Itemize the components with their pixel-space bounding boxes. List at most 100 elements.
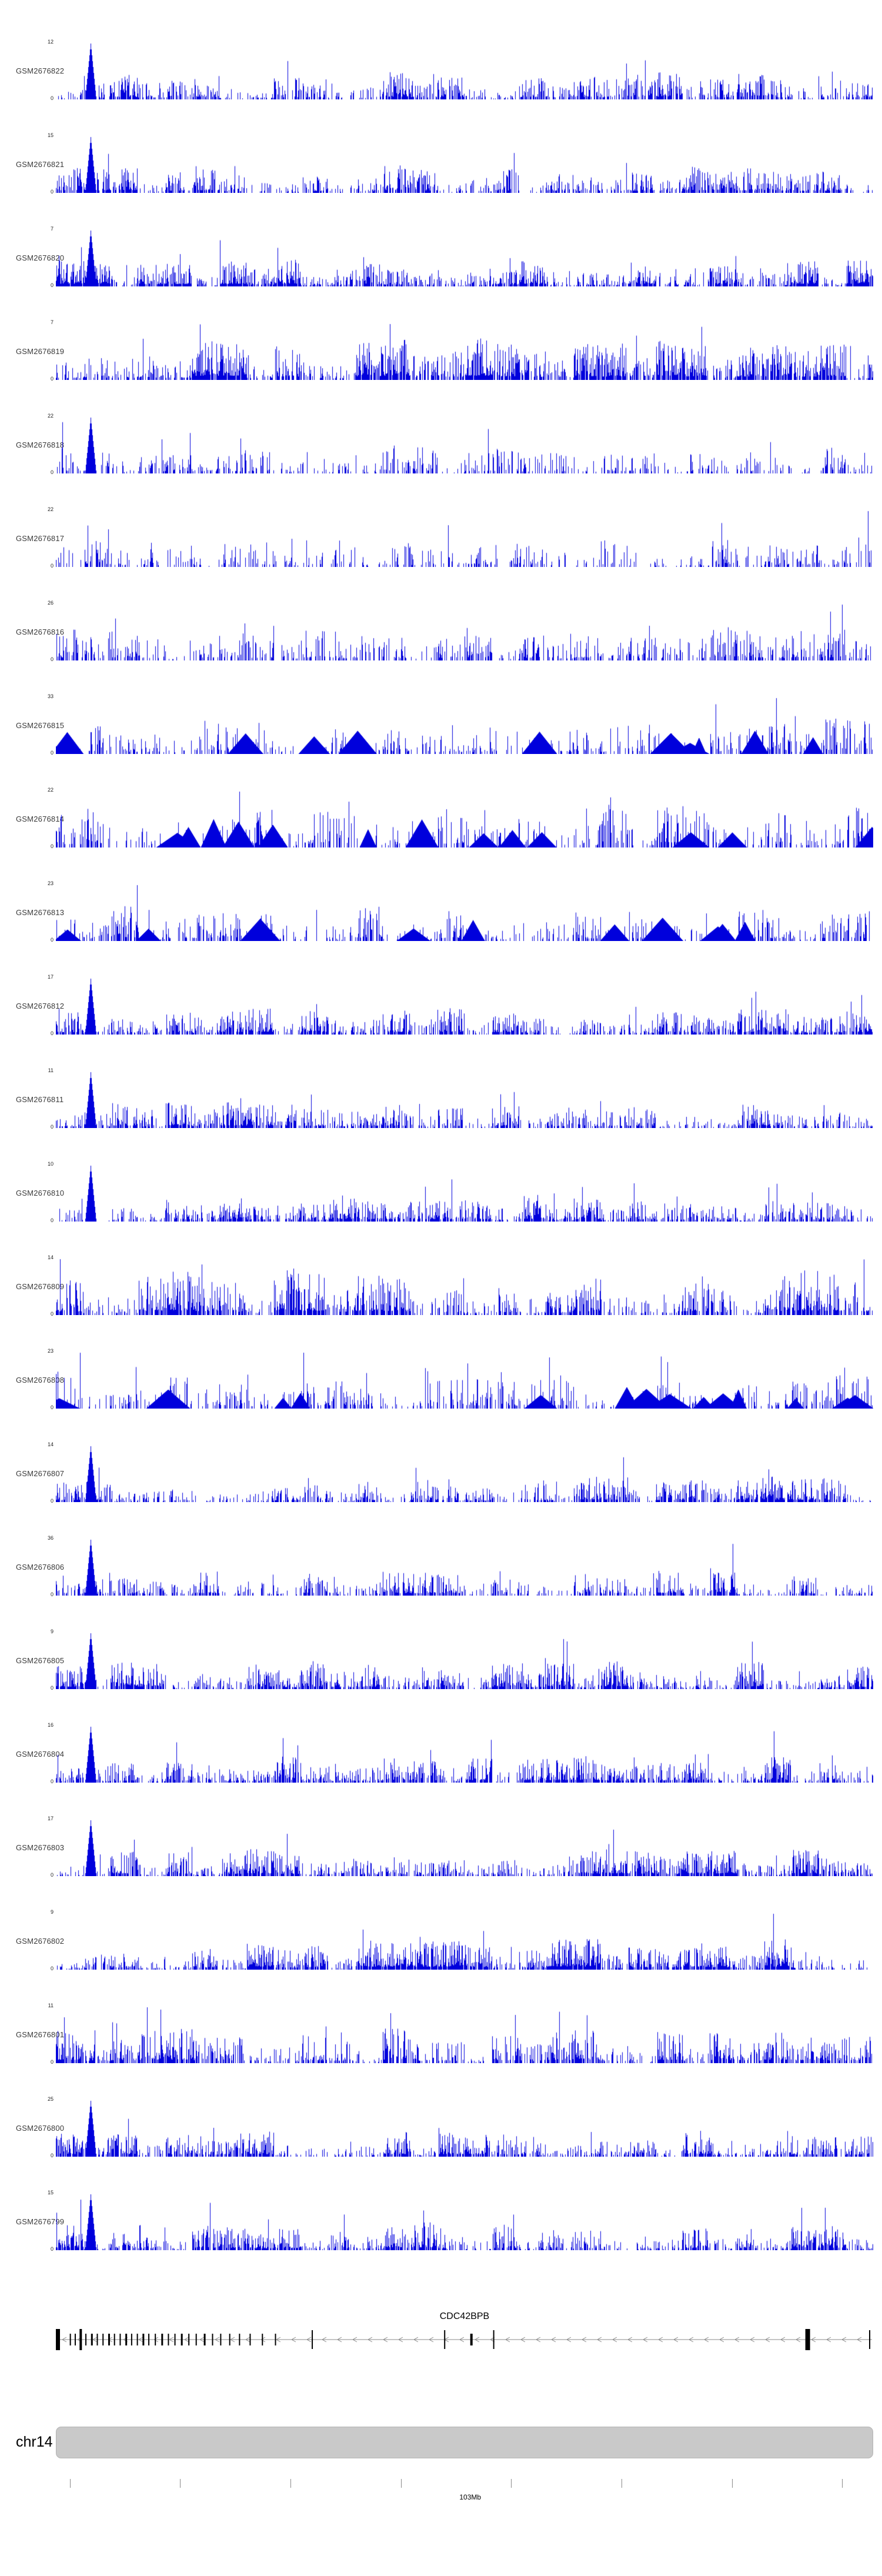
signal-coverage-canvas [56, 1165, 873, 1222]
yaxis-max-label: 15 [47, 132, 54, 138]
axis-tick [400, 2479, 402, 2488]
yaxis-max-label: 22 [47, 506, 54, 512]
yaxis-zero-label: 0 [50, 469, 54, 475]
yaxis-zero-label: 0 [50, 1872, 54, 1878]
track-plot-area: 14 0 [48, 1255, 873, 1317]
signal-coverage-canvas [56, 1913, 873, 1970]
yaxis-max-label: 7 [50, 226, 54, 232]
gene-exon [493, 2330, 495, 2349]
signal-track-row: GSM2676799 15 0 [0, 2164, 882, 2257]
gene-exon [444, 2330, 446, 2349]
track-plot-area: 7 0 [51, 320, 873, 382]
yaxis-max-label: 9 [50, 1629, 54, 1634]
signal-track-row: GSM2676806 36 0 [0, 1509, 882, 1603]
track-plot-area: 15 0 [48, 2190, 873, 2252]
track-sample-label: GSM2676811 [16, 1095, 64, 1104]
yaxis-max-label: 22 [47, 413, 54, 419]
gene-exon [805, 2329, 810, 2350]
signal-track-row: GSM2676810 10 0 [0, 1135, 882, 1229]
track-sample-label: GSM2676803 [16, 1843, 65, 1852]
track-sample-label: GSM2676820 [16, 253, 65, 262]
gene-exon [203, 2334, 206, 2345]
gene-exon [174, 2334, 176, 2345]
track-plot-area: 22 0 [48, 507, 873, 569]
track-sample-label: GSM2676816 [16, 628, 65, 636]
signal-coverage-canvas [56, 978, 873, 1035]
track-sample-label: GSM2676802 [16, 1937, 65, 1946]
signal-coverage-canvas [56, 417, 873, 473]
yaxis-zero-label: 0 [50, 1591, 54, 1597]
yaxis-zero-label: 0 [50, 2059, 54, 2065]
gene-exon [56, 2329, 60, 2350]
signal-coverage-canvas [56, 1539, 873, 1596]
signal-coverage-canvas [56, 2100, 873, 2157]
track-plot-area: 17 0 [48, 975, 873, 1036]
gene-exon [262, 2334, 263, 2345]
yaxis-max-label: 11 [48, 1067, 54, 1073]
yaxis-max-label: 11 [48, 2003, 54, 2008]
signal-coverage-canvas [56, 1072, 873, 1128]
track-plot-area: 11 0 [48, 1068, 873, 1130]
gene-exon [136, 2334, 138, 2345]
yaxis-max-label: 10 [47, 1161, 54, 1167]
signal-track-row: GSM2676813 23 0 [0, 855, 882, 948]
yaxis-zero-label: 0 [50, 1498, 54, 1504]
track-sample-label: GSM2676814 [16, 815, 65, 823]
axis-tick [731, 2479, 733, 2488]
signal-track-row: GSM2676814 22 0 [0, 761, 882, 855]
track-sample-label: GSM2676808 [16, 1376, 65, 1384]
yaxis-zero-label: 0 [50, 1404, 54, 1410]
track-plot-area: 25 0 [48, 2097, 873, 2158]
track-plot-area: 17 0 [48, 1816, 873, 1878]
signal-track-row: GSM2676809 14 0 [0, 1229, 882, 1322]
signal-track-row: GSM2676815 33 0 [0, 668, 882, 761]
signal-track-row: GSM2676816 26 0 [0, 574, 882, 668]
gene-exon [142, 2334, 145, 2345]
gene-exon [108, 2334, 110, 2345]
gene-exon [125, 2334, 128, 2345]
yaxis-zero-label: 0 [50, 376, 54, 382]
signal-track-row: GSM2676803 17 0 [0, 1790, 882, 1883]
gene-exon [119, 2334, 121, 2345]
yaxis-max-label: 17 [47, 974, 54, 980]
gene-exon [85, 2334, 87, 2345]
yaxis-max-label: 12 [47, 39, 54, 45]
gene-exon [195, 2334, 197, 2345]
signal-coverage-canvas [56, 510, 873, 567]
yaxis-zero-label: 0 [50, 1778, 54, 1784]
yaxis-max-label: 36 [47, 1535, 54, 1541]
gene-exon [161, 2334, 163, 2345]
signal-track-row: GSM2676800 25 0 [0, 2070, 882, 2164]
track-sample-label: GSM2676810 [16, 1189, 65, 1197]
gene-name-label: CDC42BPB [439, 2311, 490, 2321]
signal-coverage-canvas [56, 43, 873, 99]
signal-coverage-canvas [56, 604, 873, 660]
signal-track-row: GSM2676820 7 0 [0, 200, 882, 293]
yaxis-max-label: 7 [50, 319, 54, 325]
signal-track-row: GSM2676819 7 0 [0, 293, 882, 387]
gene-exon [91, 2334, 93, 2345]
track-plot-area: 22 0 [48, 788, 873, 849]
signal-track-row: GSM2676821 15 0 [0, 106, 882, 200]
axis-tick [842, 2479, 843, 2488]
gene-exon [869, 2330, 871, 2349]
track-sample-label: GSM2676801 [16, 2030, 65, 2039]
yaxis-max-label: 25 [47, 2096, 54, 2102]
track-sample-label: GSM2676805 [16, 1656, 65, 1665]
track-plot-area: 9 0 [51, 1629, 873, 1691]
track-sample-label: GSM2676815 [16, 721, 65, 730]
signal-track-row: GSM2676804 16 0 [0, 1696, 882, 1790]
track-plot-area: 9 0 [51, 1910, 873, 1971]
gene-exon [102, 2334, 104, 2345]
signal-coverage-canvas [56, 791, 873, 847]
yaxis-max-label: 14 [47, 1254, 54, 1260]
track-plot-area: 16 0 [48, 1723, 873, 1784]
gene-exon [220, 2334, 222, 2345]
genomic-axis: 103Mb [56, 2479, 873, 2514]
gene-exon [229, 2334, 230, 2345]
gene-exon [239, 2334, 240, 2345]
signal-coverage-canvas [56, 323, 873, 380]
gene-exon [131, 2334, 132, 2345]
yaxis-zero-label: 0 [50, 937, 54, 943]
gene-exon [249, 2334, 251, 2345]
